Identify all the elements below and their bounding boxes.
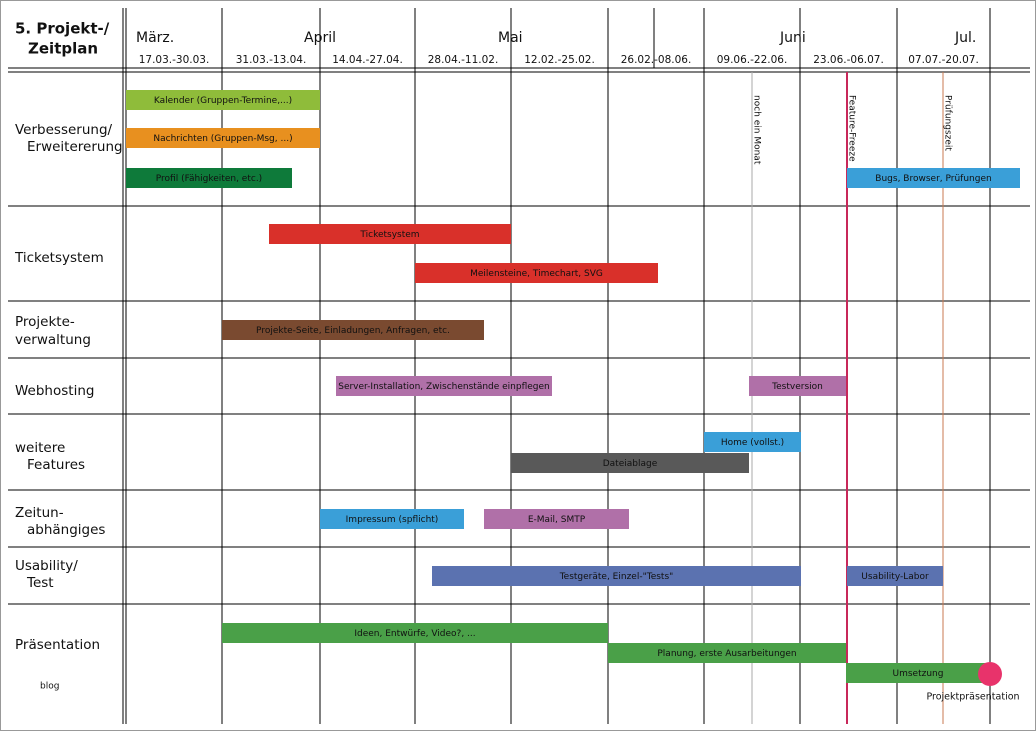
task-label: Testversion: [771, 382, 823, 392]
row-label: Usability/: [15, 558, 78, 574]
row-label: Features: [27, 457, 85, 473]
task-label: Profil (Fähigkeiten, etc.): [156, 174, 262, 184]
task-bar: [336, 376, 552, 396]
task-label: Meilensteine, Timechart, SVG: [470, 269, 603, 279]
month-label: Jul.: [954, 30, 976, 46]
row-label: weitere: [15, 440, 65, 456]
task-label: Projekte-Seite, Einladungen, Anfragen, e…: [256, 326, 450, 336]
watermark: blog: [40, 682, 59, 692]
task-label: Impressum (spflicht): [346, 515, 439, 525]
task-bar: [847, 566, 943, 586]
period-label: 17.03.-30.03.: [139, 54, 210, 66]
row-label: Erweitererung: [27, 139, 123, 155]
row-label: Verbesserung/: [15, 122, 113, 138]
task-bar: [432, 566, 801, 586]
period-label: 07.07.-20.07.: [908, 54, 979, 66]
row-label: Zeitun-: [15, 505, 64, 521]
month-label: April: [304, 30, 336, 46]
row-label: verwaltung: [15, 332, 91, 348]
task-label: Kalender (Gruppen-Termine,...): [154, 96, 292, 106]
task-label: Dateiablage: [603, 459, 658, 469]
task-bar: [704, 432, 801, 452]
task-label: Umsetzung: [893, 669, 944, 679]
task-label: Usability-Labor: [861, 572, 929, 582]
task-bar: [749, 376, 846, 396]
task-bar: [847, 168, 1020, 188]
period-label: 28.04.-11.02.: [428, 54, 499, 66]
task-bar: [269, 224, 511, 244]
task-label: Bugs, Browser, Prüfungen: [875, 174, 991, 184]
month-label: März.: [136, 30, 174, 46]
task-bar: [126, 90, 320, 110]
row-label: Ticketsystem: [14, 250, 104, 266]
period-label: 23.06.-06.07.: [813, 54, 884, 66]
marker-label: noch ein Monat: [752, 95, 762, 165]
task-label: Testgeräte, Einzel-"Tests": [559, 572, 674, 582]
month-label: Mai: [498, 30, 523, 46]
task-label: E-Mail, SMTP: [528, 515, 586, 525]
marker-label: Feature-Freeze: [847, 95, 857, 162]
row-label: Projekte-: [15, 314, 75, 330]
task-label: Planung, erste Ausarbeitungen: [657, 649, 796, 659]
row-label: abhängiges: [27, 522, 105, 538]
milestone: [978, 662, 1002, 686]
task-label: Ideen, Entwürfe, Video?, ...: [354, 629, 475, 639]
task-label: Server-Installation, Zwischenstände einp…: [338, 382, 550, 392]
task-label: Home (vollst.): [721, 438, 784, 448]
row-label: Präsentation: [15, 637, 100, 653]
task-bar: [511, 453, 749, 473]
row-label: Webhosting: [15, 383, 94, 399]
marker-label: Prüfungszeit: [943, 95, 953, 151]
row-label: Test: [26, 575, 54, 591]
task-label: Nachrichten (Gruppen-Msg, ...): [153, 134, 292, 144]
task-bar: [484, 509, 629, 529]
month-label: Juni: [779, 30, 806, 46]
period-label: 26.02.-08.06.: [621, 54, 692, 66]
task-bar: [415, 263, 658, 283]
task-bar: [126, 128, 320, 148]
task-bar: [608, 643, 846, 663]
task-bar: [846, 663, 990, 683]
title: Zeitplan: [28, 40, 98, 58]
period-label: 09.06.-22.06.: [717, 54, 788, 66]
period-label: 14.04.-27.04.: [332, 54, 403, 66]
task-bar: [320, 509, 464, 529]
period-label: 12.02.-25.02.: [524, 54, 595, 66]
task-bar: [126, 168, 292, 188]
milestone-label: Projektpräsentation: [926, 692, 1019, 703]
title: 5. Projekt-/: [15, 20, 110, 38]
period-label: 31.03.-13.04.: [236, 54, 307, 66]
task-label: Ticketsystem: [359, 230, 419, 240]
task-bar: [222, 320, 484, 340]
task-bar: [222, 623, 608, 643]
